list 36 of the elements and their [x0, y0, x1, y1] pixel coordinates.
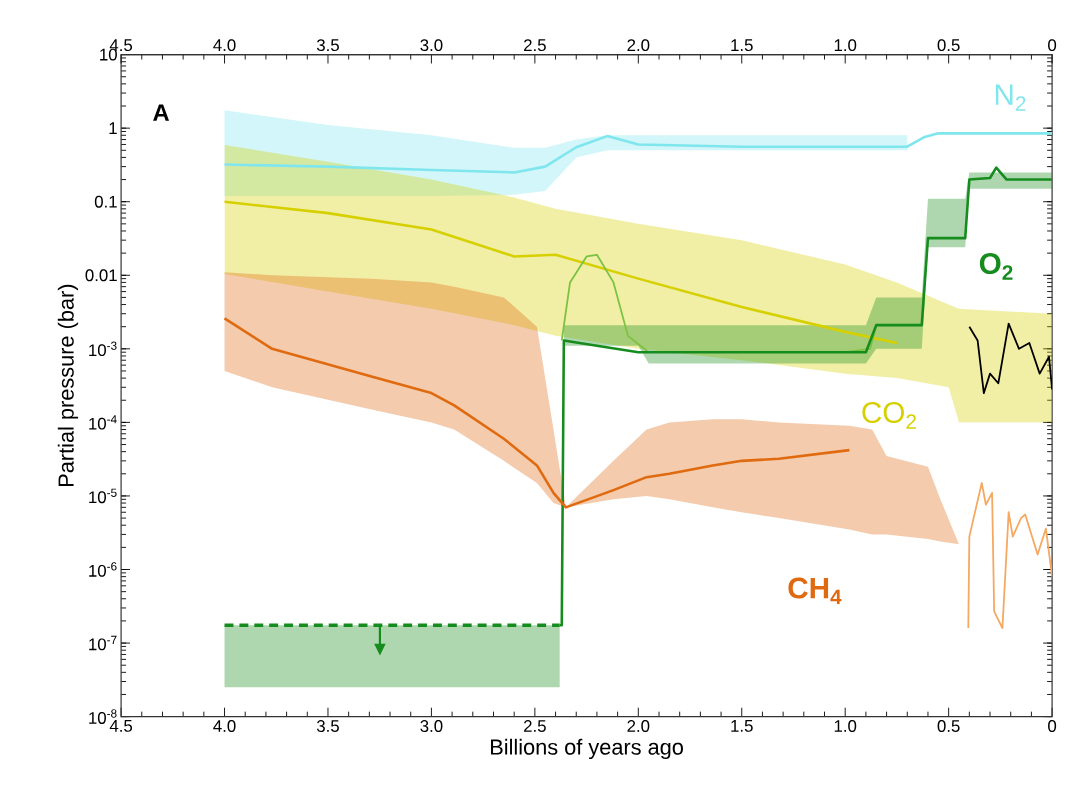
- x-tick-label: 0: [1048, 720, 1057, 733]
- y-tick-label: 1: [109, 122, 117, 134]
- series-label: O$_{2}$: [979, 253, 1013, 280]
- x2-tick-label: 2.0: [627, 39, 650, 52]
- x2-tick-label: 3.0: [420, 39, 443, 52]
- x-tick-label: 4.0: [213, 720, 236, 733]
- y-tick-label: 0.1: [94, 195, 117, 208]
- y-tick-label: 10$^{-4}$: [89, 415, 117, 430]
- series-label: N$_{2}$: [995, 84, 1026, 111]
- x-tick-label: 1.0: [834, 720, 857, 733]
- y-tick-label: 0.01: [85, 269, 117, 282]
- x2-tick-label: 1.0: [834, 39, 857, 52]
- line-series: [967, 482, 1053, 629]
- x2-tick-label: 2.5: [524, 39, 546, 52]
- x-tick-label: 1.5: [731, 720, 753, 732]
- x-tick-label: 2.0: [627, 720, 650, 733]
- x-tick-label: 2.5: [524, 720, 546, 733]
- x2-tick-label: 3.5: [316, 39, 339, 52]
- y-tick-label: 10$^{-6}$: [89, 562, 117, 577]
- x-tick-label: 3.0: [420, 720, 443, 733]
- x2-tick-label: 0: [1048, 39, 1057, 52]
- x-tick-label: 3.5: [316, 720, 339, 733]
- x2-tick-label: 0.5: [937, 39, 960, 52]
- x-tick-label: 0.5: [937, 720, 960, 733]
- annotation: A: [153, 104, 170, 121]
- x2-tick-label: 1.5: [731, 39, 753, 52]
- y-tick-label: 10$^{-3}$: [89, 341, 117, 357]
- line-series: [223, 317, 851, 509]
- x-axis-title: Billions of years ago: [491, 738, 683, 760]
- text: CO$_{2}$: [862, 402, 916, 429]
- y-axis-title: Partial pressure (bar): [57, 284, 79, 486]
- x2-tick-label: 4.0: [213, 39, 236, 52]
- line-series: [223, 200, 899, 345]
- y-tick-label: 10$^{-7}$: [89, 635, 117, 651]
- text: CH$_{4}$: [788, 577, 842, 605]
- y-tick-label: 10$^{-5}$: [89, 488, 117, 504]
